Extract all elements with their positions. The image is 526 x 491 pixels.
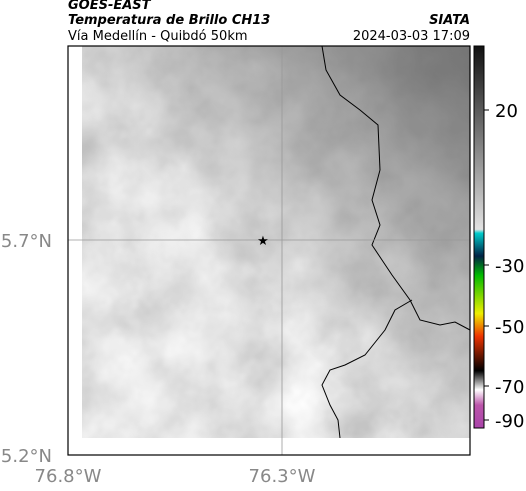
y-tick-label: 5.7°N bbox=[1, 231, 52, 252]
colorbar bbox=[473, 45, 485, 429]
border bbox=[321, 299, 413, 438]
title: GOES-EAST bbox=[68, 0, 152, 13]
x-tick-label: 76.3°W bbox=[249, 466, 316, 487]
satellite-image bbox=[82, 46, 470, 438]
y-tick-label: 5.2°N bbox=[1, 446, 52, 467]
colorbar-tick-label: -30 bbox=[495, 256, 524, 277]
timestamp: 2024-03-03 17:09 bbox=[353, 29, 470, 44]
subtitle: Temperatura de Brillo CH13 bbox=[68, 13, 270, 28]
location-star: ★ bbox=[257, 234, 269, 249]
colorbar-tick-label: 20 bbox=[495, 101, 518, 122]
colorbar-tick-label: -90 bbox=[495, 411, 524, 432]
source: SIATA bbox=[429, 13, 470, 28]
map-frame bbox=[67, 45, 471, 456]
colorbar-tick-label: -70 bbox=[495, 377, 524, 398]
x-tick-label: 76.8°W bbox=[35, 466, 102, 487]
border bbox=[321, 46, 470, 331]
colorbar-ticks: 20 -30 -50 -70 -90 bbox=[484, 101, 524, 432]
colorbar-tick-label: -50 bbox=[495, 317, 524, 338]
route: Vía Medellín - Quibdó 50km bbox=[68, 29, 248, 44]
